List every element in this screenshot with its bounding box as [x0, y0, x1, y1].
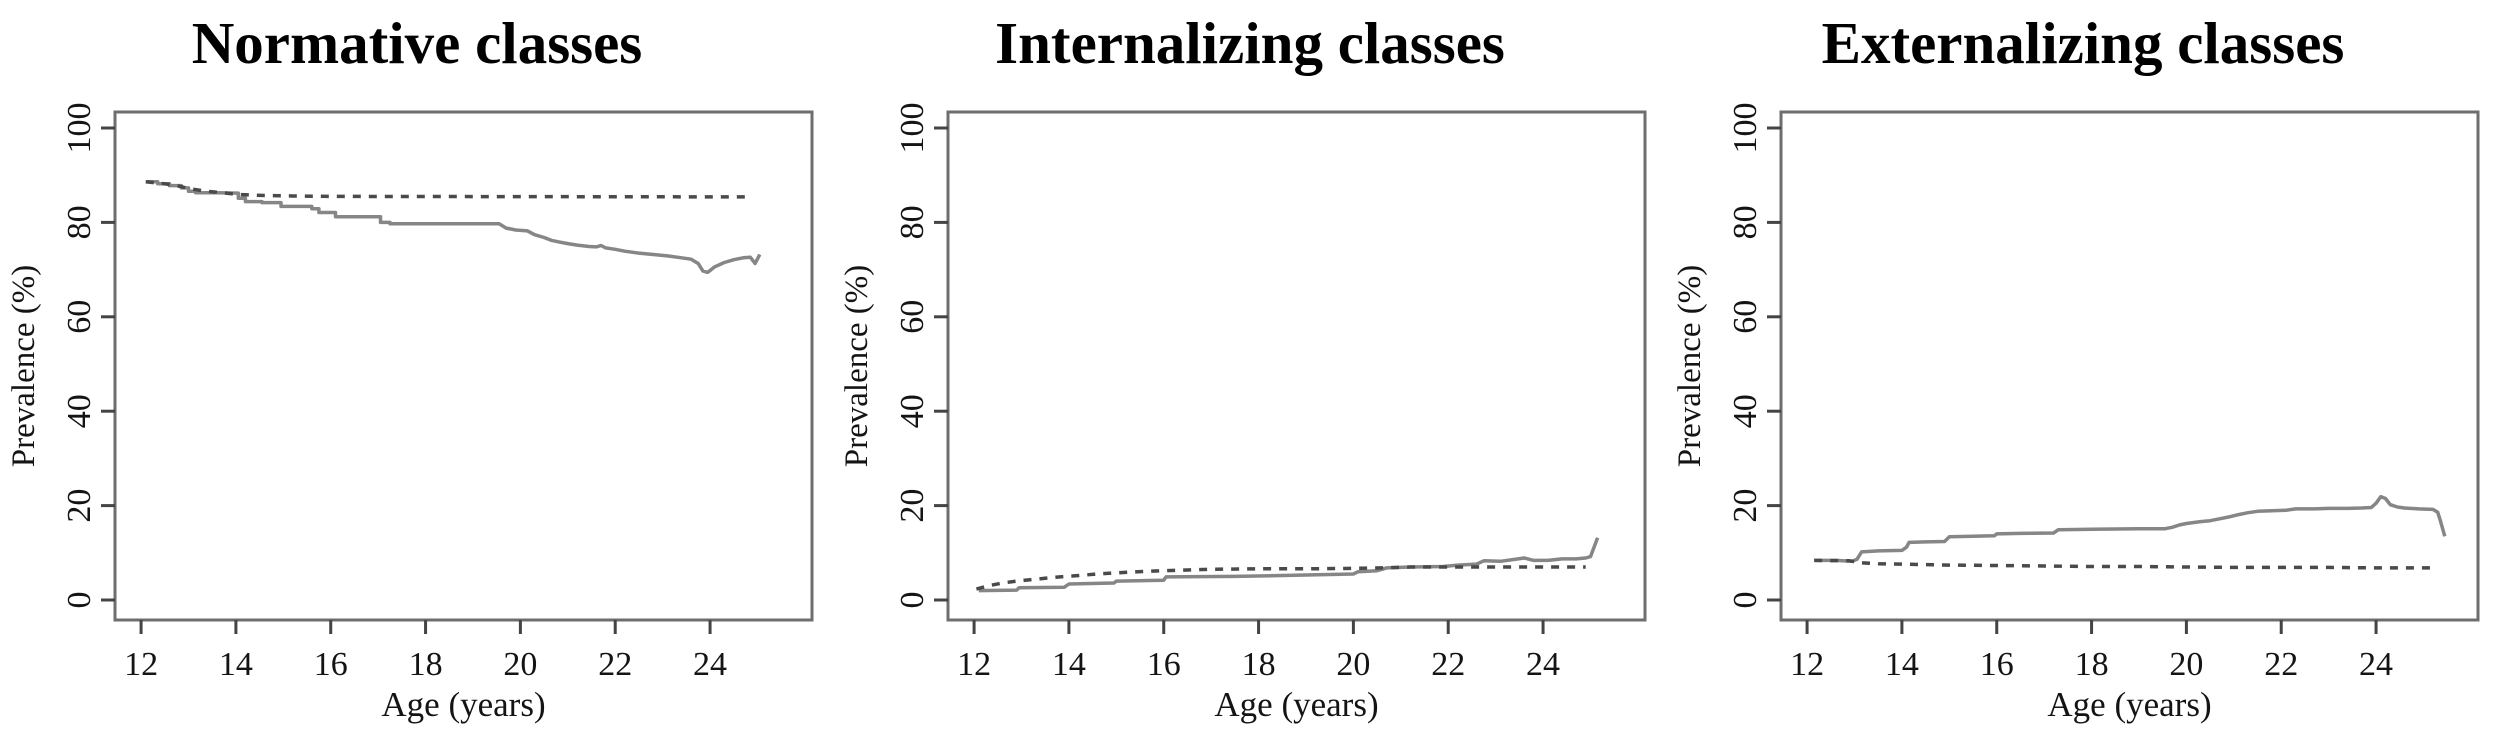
solid-series-line — [978, 537, 1600, 593]
y-tick-label: 80 — [894, 205, 931, 239]
y-tick-label: 80 — [61, 205, 98, 239]
x-tick-label: 12 — [124, 646, 158, 683]
x-tick-label: 12 — [1790, 646, 1824, 683]
x-tick-label: 22 — [598, 646, 632, 683]
y-axis-label: Prevalence (%) — [839, 265, 875, 467]
x-tick-label: 24 — [2359, 646, 2393, 683]
y-axis-label: Prevalence (%) — [6, 265, 42, 467]
y-tick-label: 100 — [894, 103, 931, 154]
y-tick-label: 60 — [61, 300, 98, 334]
x-tick-label: 24 — [693, 646, 727, 683]
x-tick-label: 18 — [1242, 646, 1276, 683]
chart-panel-internalizing: Internalizing classes 12 14 16 18 20 22 24 0 20 4… — [833, 0, 1667, 737]
x-axis-label: Age (years) — [381, 685, 545, 724]
y-tick-label: 80 — [1727, 205, 1764, 239]
x-tick-label: 14 — [1052, 646, 1086, 683]
x-tick-label: 16 — [314, 646, 348, 683]
x-tick-label: 18 — [2075, 646, 2109, 683]
x-tick-label: 22 — [1431, 646, 1465, 683]
x-tick-label: 20 — [503, 646, 537, 683]
y-tick-label: 20 — [61, 489, 98, 523]
y-tick-label: 20 — [1727, 489, 1764, 523]
solid-series-line — [145, 180, 762, 275]
y-tick-label: 60 — [894, 300, 931, 334]
y-tick-label: 40 — [61, 394, 98, 428]
x-tick-label: 16 — [1147, 646, 1181, 683]
x-tick-label: 22 — [2264, 646, 2298, 683]
x-axis-label: Age (years) — [2047, 685, 2211, 724]
y-tick-label: 100 — [1727, 103, 1764, 154]
chart-title-normative: Normative classes — [191, 10, 643, 76]
chart-canvas-internalizing: 12 14 16 18 20 22 24 0 20 40 60 80 100 Age (years) Pre… — [839, 103, 1647, 724]
y-tick-label: 0 — [894, 592, 931, 609]
chart-panel-normative: Normative classes 12 14 16 18 20 22 24 0 20 40 60 8… — [0, 0, 834, 737]
y-tick-label: 0 — [1727, 592, 1764, 609]
chart-canvas-normative: 12 14 16 18 20 22 24 0 20 40 60 80 100 Age (years) Pre… — [6, 103, 814, 724]
dashed-series-line — [1814, 558, 2438, 570]
y-axis-label: Prevalence (%) — [1672, 265, 1708, 467]
plot-box — [946, 110, 1647, 622]
x-tick-label: 24 — [1526, 646, 1560, 683]
chart-title-externalizing: Externalizing classes — [1821, 10, 2345, 76]
y-tick-label: 40 — [1727, 394, 1764, 428]
y-tick-label: 60 — [1727, 300, 1764, 334]
y-tick-label: 0 — [61, 592, 98, 609]
x-tick-label: 12 — [957, 646, 991, 683]
plot-box — [113, 110, 814, 622]
x-tick-label: 18 — [409, 646, 443, 683]
dashed-series-line — [145, 180, 751, 199]
chart-title-internalizing: Internalizing classes — [995, 10, 1505, 76]
x-tick-label: 20 — [2169, 646, 2203, 683]
x-tick-label: 14 — [1885, 646, 1919, 683]
y-tick-label: 20 — [894, 489, 931, 523]
x-tick-label: 16 — [1980, 646, 2014, 683]
plot-box — [1779, 110, 2480, 622]
y-tick-label: 40 — [894, 394, 931, 428]
chart-panel-externalizing: Externalizing classes 12 14 16 18 20 22 24 0 20 4… — [1666, 0, 2500, 737]
y-tick-label: 100 — [61, 103, 98, 154]
x-axis-label: Age (years) — [1214, 685, 1378, 724]
x-tick-label: 14 — [219, 646, 253, 683]
x-tick-label: 20 — [1336, 646, 1370, 683]
solid-series-line — [1814, 494, 2447, 564]
chart-canvas-externalizing: 12 14 16 18 20 22 24 0 20 40 60 80 100 Age (years) Pre… — [1672, 103, 2480, 724]
